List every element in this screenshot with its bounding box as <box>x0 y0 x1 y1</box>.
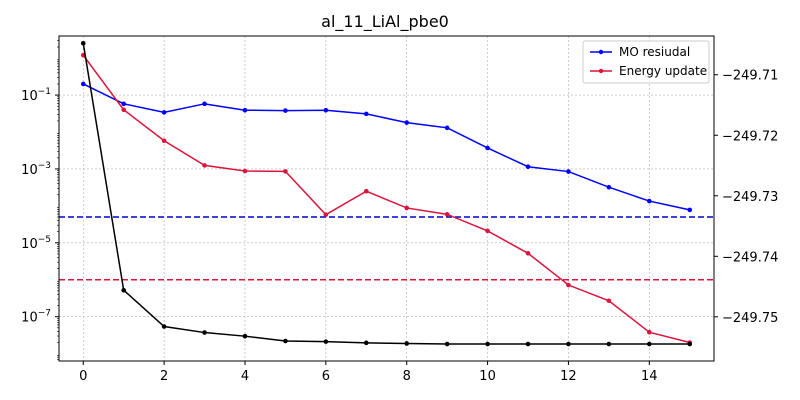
data-point-total-energy <box>444 341 450 347</box>
data-point-energy-update <box>161 138 167 144</box>
x-axis: 0 2 4 6 8 10 12 14 <box>79 361 658 384</box>
series-line-total-energy <box>82 43 690 345</box>
y-right-tick-label: −249.74 <box>722 250 778 265</box>
legend-label-mo: MO resiudal <box>619 45 690 59</box>
data-point-total-energy <box>404 341 410 346</box>
chart-title: al_11_LiAl_pbe0 <box>321 12 449 32</box>
legend-label-energy: Energy update <box>619 64 707 78</box>
data-point-total-energy <box>80 40 86 46</box>
data-point-total-energy <box>323 339 329 344</box>
y-axis-right: −249.71 −249.72 −249.73 −249.74 −249.75 <box>714 69 778 326</box>
data-point-mo-resiudal <box>525 164 531 170</box>
y-left-tick-label: 10−1 <box>21 87 51 104</box>
data-point-total-energy <box>525 341 531 347</box>
x-tick-label: 8 <box>403 369 411 384</box>
data-point-mo-resiudal <box>566 169 571 174</box>
data-point-total-energy <box>687 341 693 347</box>
data-point-energy-update <box>202 163 207 168</box>
threshold-lines <box>59 216 714 281</box>
data-point-total-energy <box>485 341 490 347</box>
data-point-mo-resiudal <box>242 107 248 113</box>
y-left-tick-label: 10−3 <box>21 161 51 178</box>
series-layer <box>80 40 693 347</box>
data-point-energy-update <box>283 169 288 174</box>
data-point-total-energy <box>647 341 652 347</box>
x-tick-label: 6 <box>322 369 330 384</box>
data-point-energy-update <box>121 107 126 113</box>
x-tick-label: 2 <box>160 369 168 384</box>
data-point-mo-resiudal <box>80 81 86 87</box>
data-point-total-energy <box>202 330 207 335</box>
y-right-tick-label: −249.71 <box>722 69 778 84</box>
data-point-mo-resiudal <box>444 125 450 131</box>
data-point-mo-resiudal <box>606 184 612 190</box>
data-point-energy-update <box>404 205 410 211</box>
data-point-energy-update <box>485 228 490 234</box>
data-point-mo-resiudal <box>283 108 288 113</box>
y-axis-left: 10−7 10−5 10−3 10−1 <box>21 40 59 360</box>
data-point-total-energy <box>566 341 571 347</box>
x-tick-label: 0 <box>79 369 87 384</box>
series-line-mo-resiudal <box>82 83 690 211</box>
grid <box>59 36 714 361</box>
data-point-mo-resiudal <box>363 111 369 117</box>
data-point-energy-update <box>444 212 450 217</box>
data-point-energy-update <box>242 168 248 174</box>
data-point-energy-update <box>525 251 531 256</box>
legend-marker-energy <box>598 68 604 74</box>
data-point-mo-resiudal <box>323 107 329 113</box>
y-right-tick-label: −249.72 <box>722 129 778 144</box>
x-tick-label: 10 <box>479 369 496 384</box>
data-point-mo-resiudal <box>485 145 490 151</box>
data-point-energy-update <box>606 298 612 304</box>
data-point-total-energy <box>161 324 167 329</box>
legend-marker-mo <box>598 49 604 55</box>
data-point-total-energy <box>242 333 248 339</box>
legend-box <box>582 40 710 84</box>
data-point-energy-update <box>647 329 652 335</box>
series-line-energy-update <box>82 54 690 344</box>
data-point-mo-resiudal <box>404 120 410 125</box>
x-tick-label: 4 <box>241 369 249 384</box>
plot-frame <box>58 35 715 362</box>
x-tick-label: 14 <box>641 369 658 384</box>
y-left-tick-label: 10−5 <box>21 235 51 252</box>
legend: MO resiudal Energy update <box>582 40 710 84</box>
data-point-energy-update <box>323 212 329 217</box>
data-point-mo-resiudal <box>121 101 126 107</box>
y-left-tick-label: 10−7 <box>21 309 51 326</box>
data-point-mo-resiudal <box>647 198 652 204</box>
data-point-energy-update <box>363 188 369 194</box>
data-point-mo-resiudal <box>687 207 693 213</box>
data-point-total-energy <box>363 340 369 346</box>
data-point-mo-resiudal <box>161 110 167 115</box>
data-point-total-energy <box>283 338 288 344</box>
x-tick-label: 12 <box>560 369 577 384</box>
data-point-mo-resiudal <box>202 101 207 107</box>
y-right-tick-label: −249.75 <box>722 311 778 326</box>
data-point-energy-update <box>566 282 571 288</box>
data-point-total-energy <box>606 341 612 347</box>
data-point-total-energy <box>121 287 126 293</box>
y-right-tick-label: −249.73 <box>722 190 778 205</box>
